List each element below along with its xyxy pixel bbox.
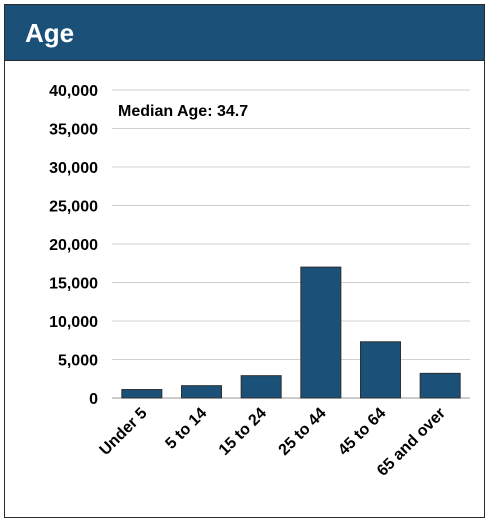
gridlines bbox=[112, 89, 470, 399]
y-tick-label: 0 bbox=[89, 391, 98, 408]
x-tick-label: 5 to 14 bbox=[162, 405, 210, 453]
bar-15-to-24 bbox=[240, 375, 282, 399]
x-tick-label: 45 to 64 bbox=[335, 405, 389, 459]
chart-header: Age bbox=[5, 5, 484, 61]
y-tick-label: 25,000 bbox=[49, 199, 98, 216]
bar-65-and-over bbox=[419, 372, 461, 399]
y-tick-label: 40,000 bbox=[49, 83, 98, 100]
y-tick-label: 35,000 bbox=[49, 122, 98, 139]
x-tick-label: 25 to 44 bbox=[276, 405, 330, 459]
y-tick-label: 5,000 bbox=[58, 353, 98, 370]
bar-25-to-44 bbox=[300, 266, 342, 399]
chart-title: Age bbox=[25, 18, 75, 48]
y-tick-label: 15,000 bbox=[49, 276, 98, 293]
bar-5-to-14 bbox=[181, 385, 222, 399]
bar-45-to-64 bbox=[360, 341, 401, 399]
y-tick-label: 30,000 bbox=[49, 160, 98, 177]
y-tick-label: 20,000 bbox=[49, 237, 98, 254]
x-tick-label: Under 5 bbox=[97, 405, 151, 459]
y-tick-label: 10,000 bbox=[49, 314, 98, 331]
bar-under-5 bbox=[121, 389, 163, 399]
x-tick-label: 15 to 24 bbox=[216, 405, 270, 459]
median-age-annotation: Median Age: 34.7 bbox=[118, 103, 248, 120]
y-axis-ticks: 0 5,000 10,000 15,000 20,000 25,000 30,000 35,0… bbox=[49, 83, 98, 408]
bars bbox=[121, 266, 461, 399]
